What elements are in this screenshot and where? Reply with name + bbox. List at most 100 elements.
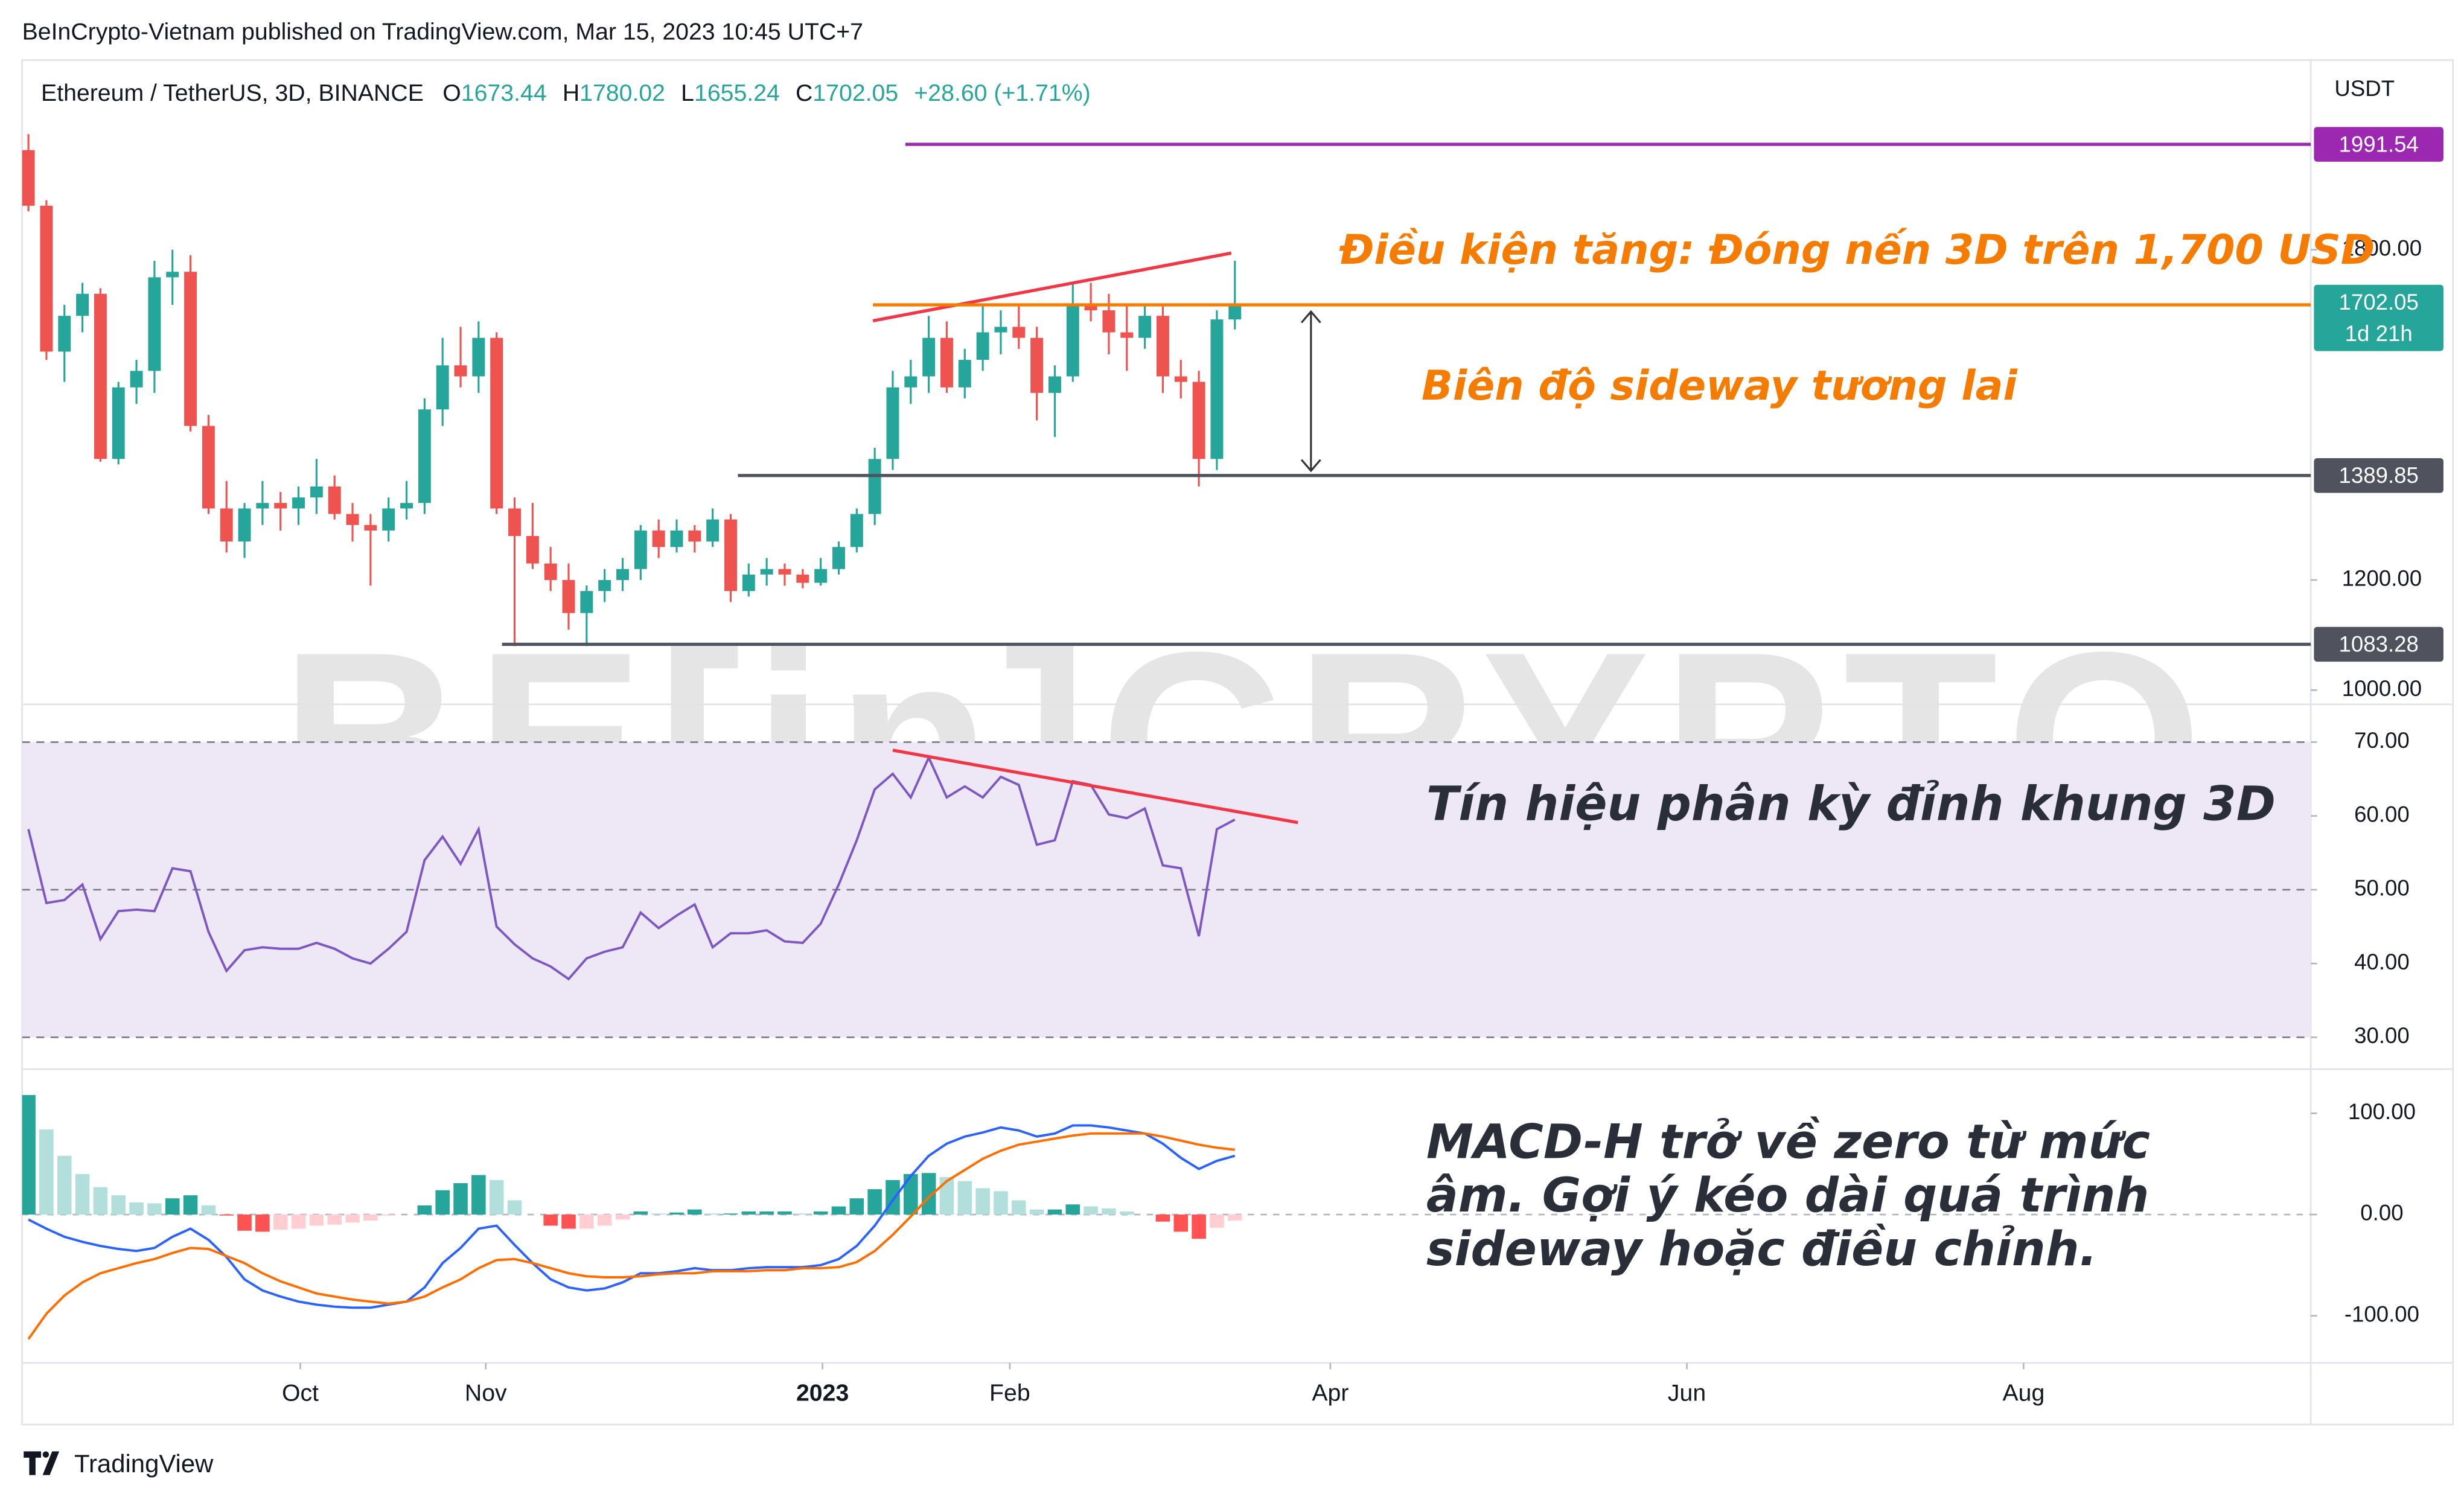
last-price-tag <box>2314 284 2443 351</box>
candle-body <box>76 293 89 316</box>
candle-body <box>1192 381 1205 459</box>
x-tick-label: Jun <box>1668 1380 1706 1406</box>
histogram-bar <box>147 1203 162 1215</box>
histogram-bar <box>327 1215 342 1225</box>
candle-body <box>940 337 953 388</box>
candle-body <box>1138 316 1152 338</box>
histogram-bar <box>255 1215 270 1232</box>
price-tag-label: 1083.28 <box>2338 632 2418 657</box>
candle-body <box>418 409 431 503</box>
price-tag-label: 1389.85 <box>2338 463 2418 488</box>
legend-value: 1780.02 <box>579 80 665 106</box>
histogram-bar <box>57 1155 72 1215</box>
y-tick-label: 1800.00 <box>2342 235 2422 260</box>
candle-body <box>166 272 179 278</box>
candle-body <box>256 503 269 509</box>
histogram-bar <box>796 1213 810 1215</box>
histogram-bar <box>273 1215 288 1230</box>
candle-body <box>814 569 828 583</box>
candle-body <box>112 387 125 459</box>
histogram-bar <box>183 1195 198 1215</box>
histogram-bar <box>1227 1215 1242 1221</box>
candle-body <box>1156 316 1169 377</box>
candle-body <box>670 530 683 547</box>
x-tick-label: Oct <box>282 1380 319 1406</box>
candle-body <box>706 519 720 542</box>
histogram-bar <box>22 1095 36 1215</box>
y-tick-label: 30.00 <box>2354 1023 2410 1048</box>
histogram-bar <box>831 1206 846 1215</box>
candle-body <box>220 508 233 542</box>
candle-body <box>1048 376 1061 393</box>
price-tag <box>2314 127 2443 162</box>
countdown: 1d 21h <box>2345 321 2413 346</box>
legend-change: +28.60 (+1.71%) <box>914 80 1090 106</box>
y-tick-label: 40.00 <box>2354 950 2410 974</box>
currency: USDT <box>2334 76 2395 101</box>
candle-body <box>382 508 395 531</box>
legend-symbol: Ethereum / TetherUS, 3D, BINANCE <box>41 80 424 106</box>
histogram-bar <box>93 1187 108 1215</box>
histogram-bar <box>615 1215 630 1220</box>
candle-body <box>94 293 107 459</box>
histogram-bar <box>867 1189 882 1215</box>
histogram-bar <box>453 1183 468 1215</box>
candle-body <box>292 497 305 509</box>
legend-value: 1655.24 <box>694 80 780 106</box>
histogram-bar <box>75 1173 90 1215</box>
candle-body <box>148 277 161 371</box>
candle-body <box>1102 310 1116 333</box>
histogram-bar <box>741 1211 756 1215</box>
histogram-bar <box>291 1215 306 1229</box>
logo-dot <box>42 1451 49 1458</box>
annotation: âm. Gợi ý kéo dài quá trình <box>1426 1167 2149 1223</box>
trendline <box>892 749 1298 825</box>
histogram-bar <box>688 1209 702 1215</box>
candle-body <box>400 503 413 509</box>
candle-body <box>724 519 737 592</box>
candle-body <box>40 205 53 352</box>
histogram-bar <box>489 1180 504 1215</box>
annotation: Biên độ sideway tương lai <box>1422 362 2018 410</box>
candle-body <box>310 486 323 498</box>
histogram-bar <box>1120 1211 1134 1215</box>
candle-body <box>958 360 971 388</box>
footer-brand: TradingView <box>74 1449 214 1478</box>
y-tick-label: -100.00 <box>2344 1301 2419 1326</box>
candle-body <box>1120 332 1134 338</box>
y-tick-label: 1200.00 <box>2342 566 2422 591</box>
candle-body <box>58 316 71 352</box>
candle-body <box>274 503 287 509</box>
annotation: Điều kiện tăng: Đóng nến 3D trên 1,700 U… <box>1339 226 2375 274</box>
candle-body <box>688 530 701 542</box>
candle-body <box>742 574 755 592</box>
y-tick-label: 60.00 <box>2354 802 2410 826</box>
price-tag-label: 1991.54 <box>2338 132 2418 156</box>
candle-body <box>922 337 936 377</box>
candle-body <box>1012 327 1026 338</box>
histogram-bar <box>939 1176 954 1215</box>
histogram-bar <box>579 1215 594 1229</box>
x-tick-label: Aug <box>2002 1380 2044 1406</box>
candle-body <box>526 535 539 564</box>
candle-body <box>508 508 521 536</box>
candle-body <box>202 426 215 509</box>
y-tick-label: 0.00 <box>2360 1201 2403 1225</box>
macd-line <box>27 1132 1235 1340</box>
candle-body <box>346 514 359 525</box>
candle-body <box>22 150 35 206</box>
annotation: MACD-H trở về zero từ mức <box>1426 1114 2150 1169</box>
candle-body <box>544 563 557 580</box>
candle-body <box>616 569 629 580</box>
histogram-bar <box>813 1211 828 1215</box>
histogram-bar <box>849 1198 864 1215</box>
histogram-bar <box>561 1215 576 1229</box>
histogram-bar <box>237 1215 252 1231</box>
histogram-bar <box>417 1205 432 1215</box>
x-tick-label: Nov <box>465 1380 507 1406</box>
histogram-bar <box>957 1181 972 1215</box>
histogram-bar <box>381 1215 396 1216</box>
histogram-bar <box>921 1173 936 1215</box>
panel-2 <box>22 1095 2311 1340</box>
